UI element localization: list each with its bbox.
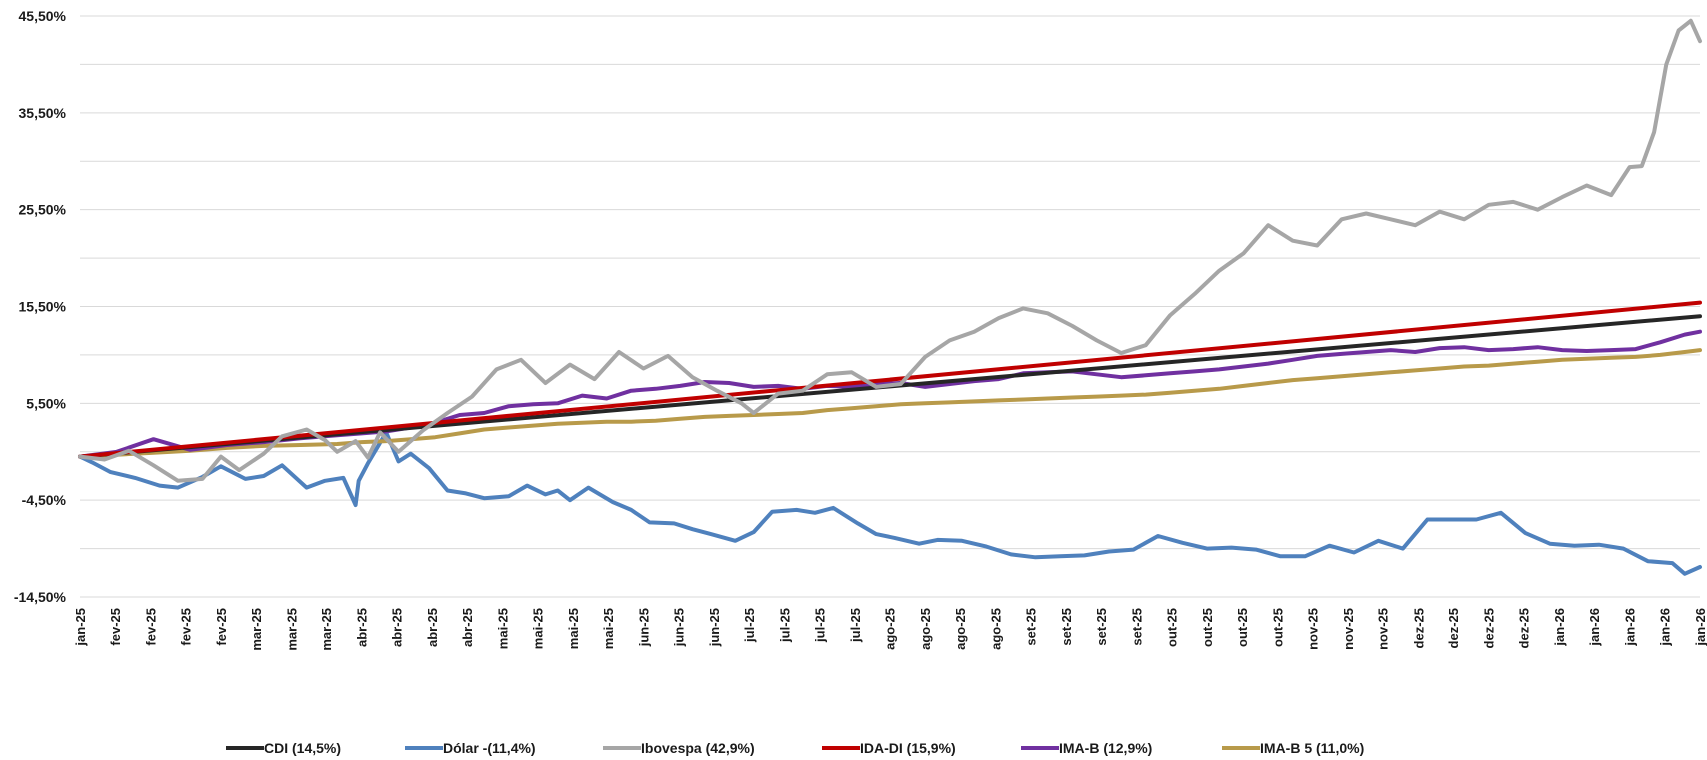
x-tick-label: out-25	[1235, 608, 1250, 647]
y-tick-label: 35,50%	[19, 105, 67, 121]
legend-label: IMA-B 5 (11,0%)	[1260, 740, 1364, 756]
x-tick-label: ago-25	[953, 608, 968, 650]
x-tick-label: jan-26	[1693, 608, 1707, 647]
x-tick-label: fev-25	[214, 608, 229, 646]
x-tick-label: jan-26	[1623, 608, 1638, 647]
y-tick-label: -4,50%	[22, 492, 67, 508]
x-tick-label: mai-25	[566, 608, 581, 649]
x-tick-label: fev-25	[178, 608, 193, 646]
x-tick-label: jun-25	[707, 608, 722, 647]
y-tick-label: -14,50%	[14, 589, 67, 605]
x-tick-label: set-25	[1024, 608, 1039, 646]
x-tick-label: ago-25	[989, 608, 1004, 650]
x-tick-label: nov-25	[1376, 608, 1391, 650]
x-axis-ticks: jan-25 fev-25 fev-25 fev-25 fev-25 mar-25 mar-…	[73, 608, 1707, 651]
legend: CDI (14,5%) Dólar -(11,4%) Ibovespa (42,9%…	[226, 740, 1364, 756]
x-tick-label: jul-25	[848, 608, 863, 643]
x-tick-label: dez-25	[1446, 608, 1461, 648]
y-axis-ticks: 45,50% 35,50% 25,50% 15,50% 5,50% -4,50% -14,5…	[14, 8, 67, 605]
x-tick-label: mar-25	[249, 608, 264, 651]
x-tick-label: jul-25	[742, 608, 757, 643]
x-tick-label: jan-26	[1552, 608, 1567, 647]
x-tick-label: jan-25	[73, 608, 88, 647]
x-tick-label: set-25	[1130, 608, 1145, 646]
x-tick-label: nov-25	[1341, 608, 1356, 650]
series-line	[78, 18, 1702, 483]
y-tick-label: 45,50%	[19, 8, 67, 24]
series-line	[78, 300, 1702, 459]
x-tick-label: set-25	[1059, 608, 1074, 646]
x-tick-label: mai-25	[531, 608, 546, 649]
x-tick-label: ago-25	[883, 608, 898, 650]
series-lines	[78, 18, 1702, 576]
x-tick-label: fev-25	[143, 608, 158, 646]
y-tick-label: 5,50%	[26, 395, 66, 411]
x-tick-label: jul-25	[812, 608, 827, 643]
x-tick-label: nov-25	[1305, 608, 1320, 650]
legend-label: CDI (14,5%)	[264, 740, 341, 756]
legend-label: Ibovespa (42,9%)	[641, 740, 755, 756]
x-tick-label: mai-25	[496, 608, 511, 649]
x-tick-label: mar-25	[284, 608, 299, 651]
x-tick-label: jun-25	[636, 608, 651, 647]
x-tick-label: dez-25	[1517, 608, 1532, 648]
x-tick-label: dez-25	[1482, 608, 1497, 648]
x-tick-label: abr-25	[355, 608, 370, 647]
x-tick-label: abr-25	[460, 608, 475, 647]
x-tick-label: dez-25	[1411, 608, 1426, 648]
grid-lines	[80, 15, 1700, 598]
x-tick-label: jan-26	[1657, 608, 1672, 647]
series-line	[78, 348, 1702, 459]
x-tick-label: jul-25	[777, 608, 792, 643]
legend-label: IDA-DI (15,9%)	[860, 740, 956, 756]
x-tick-label: mar-25	[319, 608, 334, 651]
x-tick-label: set-25	[1094, 608, 1109, 646]
legend-label: IMA-B (12,9%)	[1059, 740, 1152, 756]
x-tick-label: abr-25	[425, 608, 440, 647]
y-tick-label: 15,50%	[19, 299, 67, 315]
x-tick-label: out-25	[1270, 608, 1285, 647]
x-tick-label: fev-25	[108, 608, 123, 646]
series-line	[78, 430, 1702, 576]
x-tick-label: mai-25	[601, 608, 616, 649]
x-tick-label: jun-25	[671, 608, 686, 647]
x-tick-label: ago-25	[918, 608, 933, 650]
y-tick-label: 25,50%	[19, 202, 67, 218]
x-tick-label: abr-25	[390, 608, 405, 647]
x-tick-label: out-25	[1200, 608, 1215, 647]
legend-label: Dólar -(11,4%)	[443, 740, 536, 756]
x-tick-label: jan-26	[1587, 608, 1602, 647]
x-tick-label: out-25	[1164, 608, 1179, 647]
